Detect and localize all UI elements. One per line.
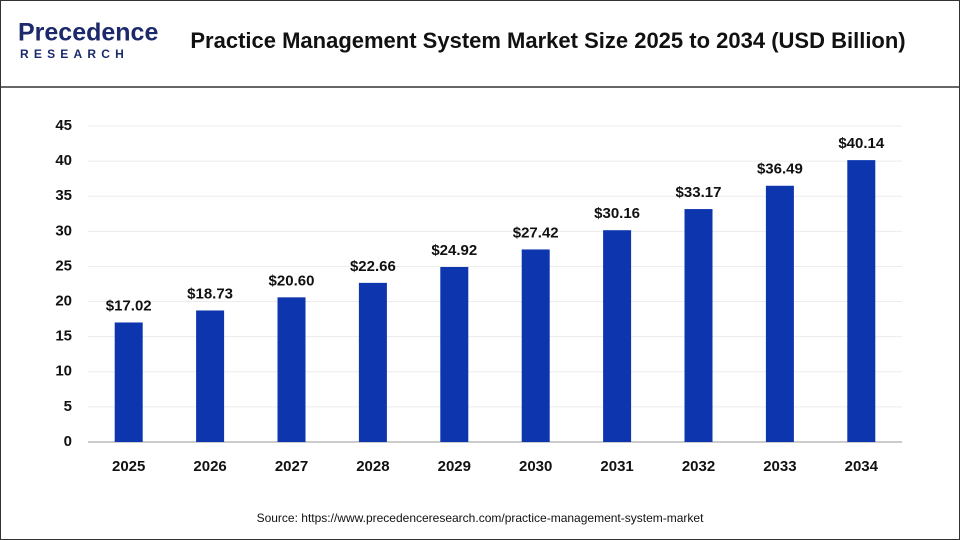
bar — [521, 249, 550, 442]
bar — [847, 160, 876, 443]
y-tick-label: 20 — [55, 293, 72, 310]
x-tick-label: 2031 — [600, 458, 633, 475]
y-tick-label: 0 — [64, 433, 72, 450]
bar — [765, 185, 794, 443]
y-tick-label: 45 — [55, 117, 72, 134]
bar — [358, 282, 387, 442]
bar — [196, 310, 225, 442]
x-tick-label: 2026 — [193, 458, 226, 475]
logo-name: Precedence — [18, 19, 158, 47]
x-tick-label: 2032 — [682, 458, 715, 475]
y-tick-label: 30 — [55, 222, 72, 239]
y-tick-label: 25 — [55, 257, 72, 274]
value-label: $33.17 — [676, 184, 722, 201]
bar — [440, 267, 469, 442]
value-label: $20.60 — [269, 272, 315, 289]
value-label: $18.73 — [187, 285, 233, 302]
bar — [603, 230, 632, 442]
bar — [277, 297, 306, 442]
bar — [684, 209, 713, 442]
logo-tagline: RESEARCH — [20, 47, 129, 61]
value-label: $27.42 — [513, 224, 559, 241]
y-tick-label: 10 — [55, 363, 72, 380]
x-tick-label: 2028 — [356, 458, 389, 475]
value-label: $36.49 — [757, 161, 803, 178]
bar — [114, 322, 143, 442]
value-label: $30.16 — [594, 205, 640, 222]
x-tick-label: 2034 — [845, 458, 879, 475]
x-tick-label: 2029 — [438, 458, 471, 475]
chart-title: Practice Management System Market Size 2… — [190, 28, 905, 53]
value-label: $24.92 — [431, 242, 477, 259]
x-tick-label: 2027 — [275, 458, 308, 475]
x-tick-label: 2025 — [112, 458, 145, 475]
value-label: $40.14 — [838, 135, 885, 152]
value-label: $22.66 — [350, 258, 396, 275]
y-tick-label: 15 — [55, 328, 72, 345]
y-tick-label: 40 — [55, 152, 72, 169]
x-tick-label: 2030 — [519, 458, 552, 475]
source: Source: https://www.precedenceresearch.c… — [257, 511, 705, 525]
y-tick-label: 35 — [55, 187, 72, 204]
x-tick-label: 2033 — [763, 458, 796, 475]
value-label: $17.02 — [106, 297, 152, 314]
y-tick-label: 5 — [64, 398, 72, 415]
